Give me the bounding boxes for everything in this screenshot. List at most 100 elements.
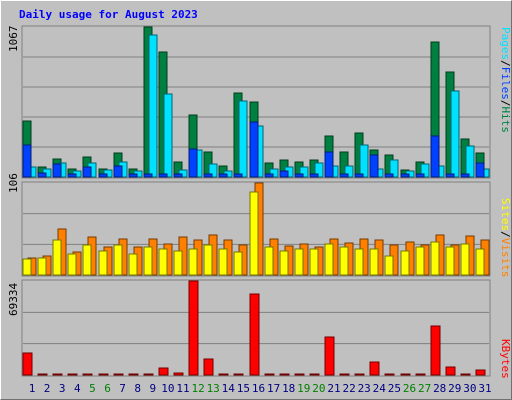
bar-sites-day-21: [324, 243, 334, 276]
bar-pages-day-20: [309, 173, 319, 178]
bar-sites-day-5: [82, 244, 92, 276]
bar-pages-day-15: [233, 173, 243, 178]
bar-sites-day-26: [400, 250, 410, 276]
x-tick-label-day-31: 31: [478, 382, 491, 395]
bar-pages-day-25: [384, 173, 394, 178]
bar-sites-day-30: [460, 243, 470, 276]
x-tick-label-day-23: 23: [358, 382, 371, 395]
panel-kbytes-y-max-label: 69334: [7, 283, 20, 316]
bar-files-day-17: [269, 168, 279, 178]
legend-kbytes: KBytes: [499, 339, 512, 379]
bar-files-day-20: [314, 162, 324, 178]
bar-sites-day-12: [188, 248, 198, 276]
bar-sites-day-7: [113, 244, 123, 276]
bar-pages-day-24: [369, 154, 379, 178]
bar-pages-day-31: [475, 162, 485, 178]
bar-pages-day-8: [128, 173, 138, 178]
panel-kbytes: 69334 KBytes: [7, 279, 512, 379]
chart-title: Daily usage for August 2023: [19, 8, 198, 21]
bar-pages-day-27: [415, 173, 425, 178]
x-tick-label-day-24: 24: [373, 382, 387, 395]
bar-kbytes-day-13: [203, 358, 214, 376]
bar-kbytes-day-16: [249, 293, 260, 376]
bar-files-day-15: [238, 100, 248, 178]
x-tick-label-day-7: 7: [119, 382, 126, 395]
bar-pages-day-2: [37, 172, 47, 178]
x-tick-label-day-29: 29: [448, 382, 461, 395]
bar-kbytes-day-18: [279, 373, 290, 376]
bar-kbytes-day-23: [354, 373, 365, 376]
bar-sites-day-22: [339, 246, 349, 276]
bar-files-day-29: [450, 90, 460, 178]
bar-sites-day-6: [98, 250, 108, 276]
bar-kbytes-day-15: [233, 373, 244, 376]
bar-sites-day-11: [173, 250, 183, 276]
x-axis-day-labels: 1 2 3 4 5 6 7 8 9 10 11 12 13 14 15 16 17 18 19 20 21 22 23 24 2…: [29, 382, 492, 395]
bar-pages-day-29: [445, 173, 455, 178]
bar-sites-day-25: [384, 255, 394, 276]
panel-visits-y-max-label: 106: [7, 173, 20, 193]
legend-files: Files: [499, 67, 512, 100]
bar-kbytes-day-22: [339, 373, 350, 376]
bar-kbytes-day-14: [218, 373, 229, 376]
x-tick-label-day-14: 14: [222, 382, 236, 395]
legend-separator: /: [499, 60, 512, 67]
bar-sites-day-10: [158, 248, 168, 276]
panel-hits-bars: [22, 26, 490, 178]
x-tick-label-day-30: 30: [463, 382, 476, 395]
x-tick-label-day-17: 17: [267, 382, 280, 395]
x-tick-label-day-10: 10: [161, 382, 174, 395]
panel-kbytes-legend: KBytes: [499, 339, 512, 379]
panel-hits: 1067 Pages/Files/Hits: [7, 25, 512, 179]
bar-sites-day-24: [369, 248, 379, 276]
bar-kbytes-day-26: [400, 373, 411, 376]
bar-sites-day-3: [52, 239, 62, 276]
bar-pages-day-28: [430, 135, 440, 178]
panel-visits-legend: Sites/Visits: [499, 198, 512, 278]
panel-hits-y-max-label: 1067: [7, 26, 20, 53]
bar-kbytes-day-10: [158, 367, 169, 376]
bar-kbytes-day-21: [324, 336, 335, 376]
bar-kbytes-day-1: [22, 352, 33, 376]
bar-kbytes-day-5: [82, 373, 93, 376]
x-tick-label-day-2: 2: [44, 382, 51, 395]
x-tick-label-day-18: 18: [282, 382, 295, 395]
panel-visits: 106 Sites/Visits: [7, 173, 512, 277]
bar-files-day-27: [420, 163, 430, 178]
x-tick-label-day-12: 12: [191, 382, 204, 395]
bar-kbytes-day-8: [128, 373, 139, 376]
bar-pages-day-13: [203, 173, 213, 178]
x-tick-label-day-27: 27: [418, 382, 431, 395]
bar-sites-day-19: [294, 248, 304, 276]
panel-kbytes-bars: [22, 280, 486, 376]
x-tick-label-day-13: 13: [207, 382, 220, 395]
bar-kbytes-day-30: [460, 373, 471, 376]
bar-kbytes-day-28: [430, 325, 441, 376]
bar-pages-day-5: [82, 166, 92, 178]
bar-sites-day-20: [309, 248, 319, 276]
bar-sites-day-28: [430, 241, 440, 276]
bar-sites-day-29: [445, 246, 455, 276]
bar-files-day-25: [389, 159, 399, 178]
x-tick-label-day-25: 25: [388, 382, 401, 395]
bar-kbytes-day-19: [294, 373, 305, 376]
bar-kbytes-day-29: [445, 366, 456, 376]
legend-visits: Visits: [499, 238, 512, 278]
bar-sites-day-31: [475, 248, 485, 276]
bar-kbytes-day-17: [264, 373, 275, 376]
bar-pages-day-12: [188, 148, 198, 178]
bar-files-day-10: [163, 93, 173, 178]
bar-pages-day-19: [294, 173, 304, 178]
bar-files-day-19: [299, 166, 309, 178]
x-tick-label-day-8: 8: [134, 382, 141, 395]
bar-pages-day-3: [52, 163, 62, 178]
panel-hits-legend: Pages/Files/Hits: [499, 27, 512, 133]
x-tick-label-day-26: 26: [403, 382, 416, 395]
bar-pages-day-10: [158, 173, 168, 178]
bar-kbytes-day-25: [384, 373, 395, 376]
bar-pages-day-21: [324, 151, 334, 178]
bar-sites-day-18: [279, 250, 289, 276]
bar-sites-day-27: [415, 246, 425, 276]
bar-kbytes-day-27: [415, 373, 426, 376]
bar-files-day-13: [208, 163, 218, 178]
